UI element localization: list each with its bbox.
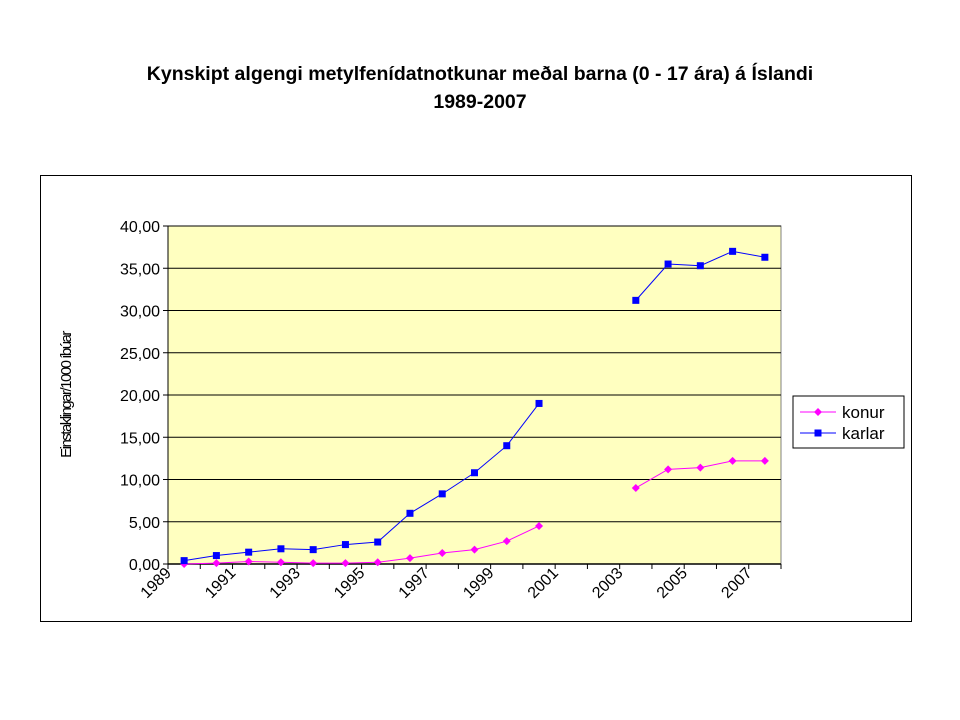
data-point-karlar [212, 552, 220, 560]
y-tick-label: 20,00 [120, 388, 160, 405]
data-point-karlar [374, 538, 382, 546]
chart-title: Kynskipt algengi metylfenídatnotkunar me… [40, 60, 920, 116]
data-point-karlar [406, 509, 414, 517]
y-tick-label: 35,00 [120, 261, 160, 278]
data-point-karlar [664, 260, 672, 268]
data-point-karlar [180, 557, 188, 565]
x-tick-label: 2007 [718, 565, 755, 602]
data-point-konur [438, 549, 447, 558]
legend: konur karlar [792, 395, 905, 449]
data-point-karlar [696, 262, 704, 270]
data-point-karlar [471, 469, 478, 477]
data-point-karlar [277, 545, 285, 553]
data-point-konur [405, 554, 414, 563]
data-point-karlar [535, 399, 543, 407]
line-chart: 0,00 5,00 10,00 15,00 20,00 25,00 30,00 35,00 40… [58, 219, 905, 602]
data-point-konur [276, 558, 285, 567]
data-point-konur [502, 537, 511, 546]
y-tick-label: 10,00 [120, 473, 160, 490]
legend-marker-konur [814, 408, 822, 416]
y-tick-label: 40,00 [120, 219, 160, 236]
y-tick-label: 30,00 [120, 304, 160, 321]
x-tick-label: 1999 [460, 565, 497, 602]
legend-label-konur: konur [842, 403, 885, 422]
y-axis: 0,00 5,00 10,00 15,00 20,00 25,00 30,00 35,00 40… [120, 219, 169, 574]
y-axis-label: Einstaklingar/1000 íbúar [58, 331, 75, 458]
series-karlar [180, 247, 769, 565]
data-point-konur [535, 521, 544, 530]
data-point-konur [341, 559, 350, 568]
data-point-konur [309, 559, 318, 568]
data-point-karlar [729, 247, 737, 255]
y-tick-label: 5,00 [129, 515, 160, 532]
series-layer [180, 247, 769, 568]
x-tick-label: 1993 [267, 565, 304, 602]
x-tick-label: 1991 [202, 565, 239, 602]
x-tick-label: 1995 [331, 565, 368, 602]
legend-label-karlar: karlar [842, 424, 885, 443]
data-point-konur [244, 557, 253, 566]
data-point-karlar [632, 296, 640, 304]
data-point-karlar [309, 546, 317, 554]
x-tick-label: 2001 [525, 565, 562, 602]
y-tick-label: 15,00 [120, 430, 160, 447]
series-line-konur [184, 525, 540, 565]
data-point-karlar [503, 442, 511, 450]
data-point-karlar [341, 541, 349, 549]
chart-area: 0,00 5,00 10,00 15,00 20,00 25,00 30,00 35,00 40… [40, 175, 912, 622]
series-line-karlar [184, 403, 540, 562]
data-point-konur [664, 465, 673, 474]
x-tick-label: 2005 [654, 565, 691, 602]
data-point-konur [212, 559, 221, 568]
data-point-konur [373, 558, 382, 567]
y-tick-label: 25,00 [120, 346, 160, 363]
x-tick-label: 2003 [589, 565, 626, 602]
data-point-konur [696, 463, 705, 472]
x-axis: 1989 1991 1993 1995 1997 1999 2001 2003 2005 2007 [138, 563, 782, 602]
chart-title-line-1: Kynskipt algengi metylfenídatnotkunar me… [146, 63, 814, 85]
data-point-karlar [245, 548, 253, 556]
data-point-konur [760, 456, 769, 465]
chart-title-line-2: 1989-2007 [433, 91, 527, 113]
gridlines [168, 225, 781, 523]
x-tick-label: 1997 [396, 565, 433, 602]
data-point-konur [470, 545, 479, 554]
legend-box [792, 395, 905, 449]
data-point-konur [728, 456, 737, 465]
data-point-karlar [761, 253, 769, 261]
y-tick-label: 0,00 [129, 557, 160, 574]
data-point-karlar [438, 490, 446, 498]
legend-marker-karlar [814, 429, 822, 437]
data-point-konur [631, 483, 640, 492]
